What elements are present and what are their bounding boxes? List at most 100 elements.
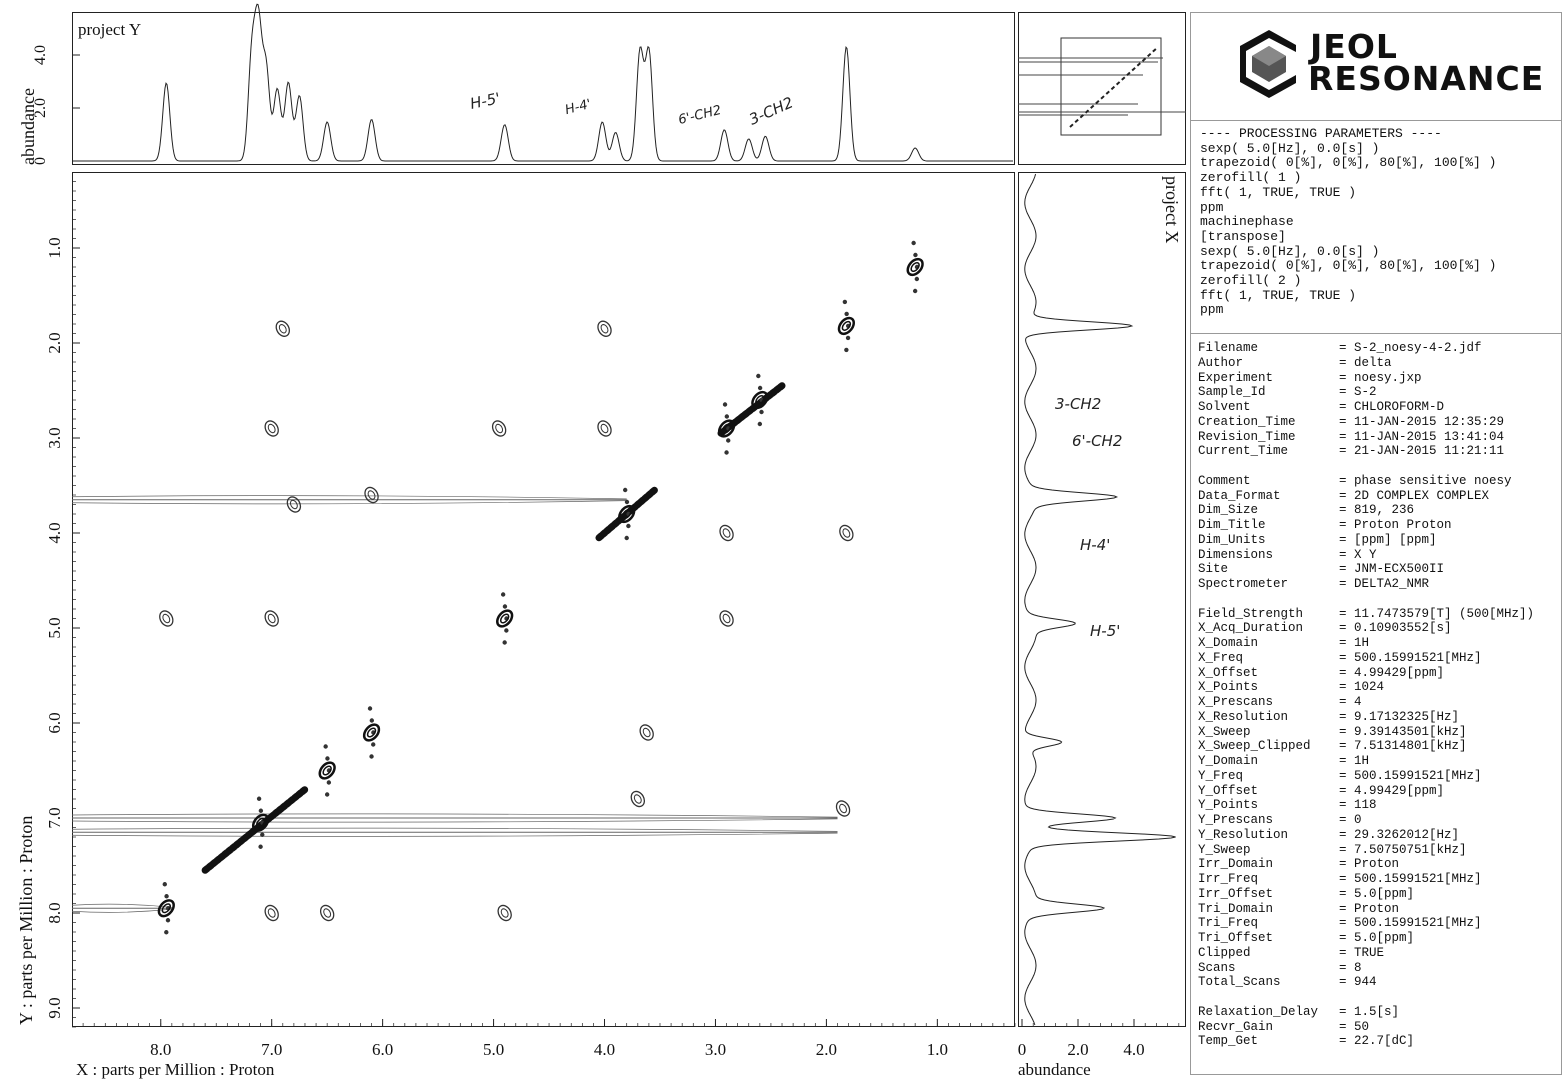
metadata-key: Clipped: [1198, 945, 1251, 960]
metadata-value: = 4: [1339, 695, 1362, 709]
metadata-value: = 7.51314801[kHz]: [1339, 739, 1467, 754]
diagonal-peak-speckle: [842, 299, 848, 305]
metadata-row: Scans = 8: [1198, 961, 1534, 976]
diagonal-peak-speckle: [913, 252, 918, 258]
contour-ridge: [71, 818, 838, 823]
y-tick-label: 8.0: [45, 902, 64, 923]
metadata-key: Y_Prescans: [1198, 813, 1274, 827]
metadata-row: Author = delta: [1198, 356, 1534, 371]
contour-ridge: [71, 832, 838, 837]
metadata-row: [1198, 990, 1534, 1005]
metadata-row: X_Points = 1024: [1198, 680, 1534, 695]
metadata-row: Recvr_Gain = 50: [1198, 1020, 1534, 1035]
metadata-row: X_Freq = 500.15991521[MHz]: [1198, 651, 1534, 666]
diagonal-peak: [837, 316, 856, 336]
top-projection-frame: [72, 12, 1015, 165]
diagonal-peak-speckle: [911, 240, 916, 246]
metadata-value: = 5.0[ppm]: [1339, 931, 1415, 945]
metadata-row: Irr_Domain = Proton: [1198, 857, 1534, 872]
metadata-value: = 9.17132325[Hz]: [1339, 709, 1460, 724]
cross-peak: [839, 524, 854, 542]
diagonal-peak-speckle: [256, 796, 262, 801]
metadata-row: Solvent = CHLOROFORM-D: [1198, 400, 1534, 415]
metadata-value: = 819, 236: [1339, 503, 1415, 518]
cross-peak: [491, 420, 507, 437]
metadata-key: Y_Resolution: [1198, 827, 1289, 842]
diagonal-peak-speckle: [164, 930, 169, 935]
cross-peak-inner: [842, 528, 851, 538]
metadata-value: = 11-JAN-2015 13:41:04: [1339, 429, 1505, 444]
diagonal-peak-speckle: [624, 499, 630, 505]
diagonal-peak: [717, 419, 736, 438]
contour-ridge: [71, 908, 172, 913]
metadata-key: Y_Freq: [1198, 768, 1244, 783]
top-projection-trace: [73, 3, 1013, 162]
metadata-row: Dim_Units = [ppm] [ppm]: [1198, 533, 1534, 548]
top-projection-plot: 4.0 2.0 0: [32, 3, 1013, 165]
metadata-row: X_Sweep_Clipped = 7.51314801[kHz]: [1198, 739, 1534, 754]
diagonal-peak: [496, 609, 514, 628]
diagonal-peak-speckle: [323, 744, 328, 749]
metadata-key: Solvent: [1198, 400, 1251, 414]
metadata-row: Dim_Size = 819, 236: [1198, 503, 1534, 518]
metadata-value: = noesy.jxp: [1339, 370, 1422, 385]
metadata-value: = 1H: [1339, 636, 1370, 650]
metadata-row: Comment = phase sensitive noesy: [1198, 474, 1534, 489]
annotation-h4-right: H-4': [1080, 536, 1111, 554]
diagonal-peak-speckle: [726, 438, 731, 443]
processing-line-3: fft( 1, TRUE, TRUE ): [1200, 184, 1357, 200]
logo-line2: RESONANCE: [1308, 59, 1545, 98]
cross-peak-inner: [722, 528, 731, 538]
diagonal-peak-inner: [255, 817, 266, 828]
metadata-row: [1198, 459, 1534, 474]
diagonal-peak-speckle: [756, 373, 761, 379]
metadata-value: = 9.39143501[kHz]: [1339, 724, 1467, 739]
metadata-value: = JNM-ECX500II: [1339, 562, 1445, 577]
diagonal-peak-speckle: [371, 742, 376, 747]
metadata-value: = 11.7473579[T] (500[MHz]): [1339, 606, 1535, 621]
x-tick-label: 4.0: [594, 1040, 615, 1059]
metadata-key: X_Points: [1198, 680, 1259, 695]
metadata-row: Spectrometer = DELTA2_NMR: [1198, 577, 1534, 592]
metadata-row: X_Acq_Duration = 0.10903552[s]: [1198, 621, 1534, 636]
metadata-key: Filename: [1198, 341, 1259, 355]
metadata-value: = 500.15991521[MHz]: [1339, 768, 1482, 783]
cross-peak-inner: [642, 727, 651, 738]
metadata-key: Tri_Freq: [1198, 916, 1259, 931]
diagonal-peak-speckle: [325, 756, 330, 761]
diagonal-peak: [618, 504, 636, 524]
x-tick-label: 1.0: [927, 1040, 948, 1059]
y-tick-label: 2.0: [45, 332, 64, 353]
cross-peak: [597, 420, 612, 437]
right-projection-xlabel: abundance: [1018, 1060, 1091, 1079]
right-projection-label: project X: [1162, 176, 1182, 244]
metadata-value: = 21-JAN-2015 11:21:11: [1339, 444, 1505, 459]
metadata-key: Dim_Title: [1198, 518, 1266, 532]
x-tick-label: 3.0: [705, 1040, 726, 1059]
metadata-value: = 29.3262012[Hz]: [1339, 827, 1460, 842]
diagonal-peak-speckle: [845, 335, 851, 341]
y-tick-label: 7.0: [45, 807, 64, 828]
x-tick-label: 5.0: [483, 1040, 504, 1059]
metadata-key: Scans: [1198, 960, 1236, 975]
cross-peak: [264, 610, 279, 627]
metadata-value: = 4.99429[ppm]: [1339, 665, 1445, 680]
metadata-key: Tri_Offset: [1198, 931, 1274, 945]
diagonal-peak-inner: [366, 727, 377, 738]
metadata-value: = DELTA2_NMR: [1339, 577, 1430, 591]
metadata-row: Creation_Time = 11-JAN-2015 12:35:29: [1198, 415, 1534, 430]
diagonal-peak: [751, 390, 769, 410]
cross-peak: [630, 790, 646, 808]
diagonal-peak-speckle: [260, 832, 265, 837]
top-proj-ytick-label: 2.0: [32, 98, 49, 118]
diagonal-peak-speckle: [757, 421, 763, 427]
metadata-value: = Proton: [1339, 901, 1400, 916]
diagonal-peak-inner: [910, 261, 920, 273]
processing-line-11: ppm: [1200, 302, 1224, 318]
metadata-value: = TRUE: [1339, 945, 1385, 960]
diagonal-peak-speckle: [622, 487, 628, 493]
metadata-value: = Proton: [1339, 857, 1400, 872]
processing-line-9: zerofill( 2 ): [1200, 273, 1302, 288]
metadata-value: = X Y: [1339, 547, 1377, 562]
cross-peak-inner: [600, 324, 609, 334]
